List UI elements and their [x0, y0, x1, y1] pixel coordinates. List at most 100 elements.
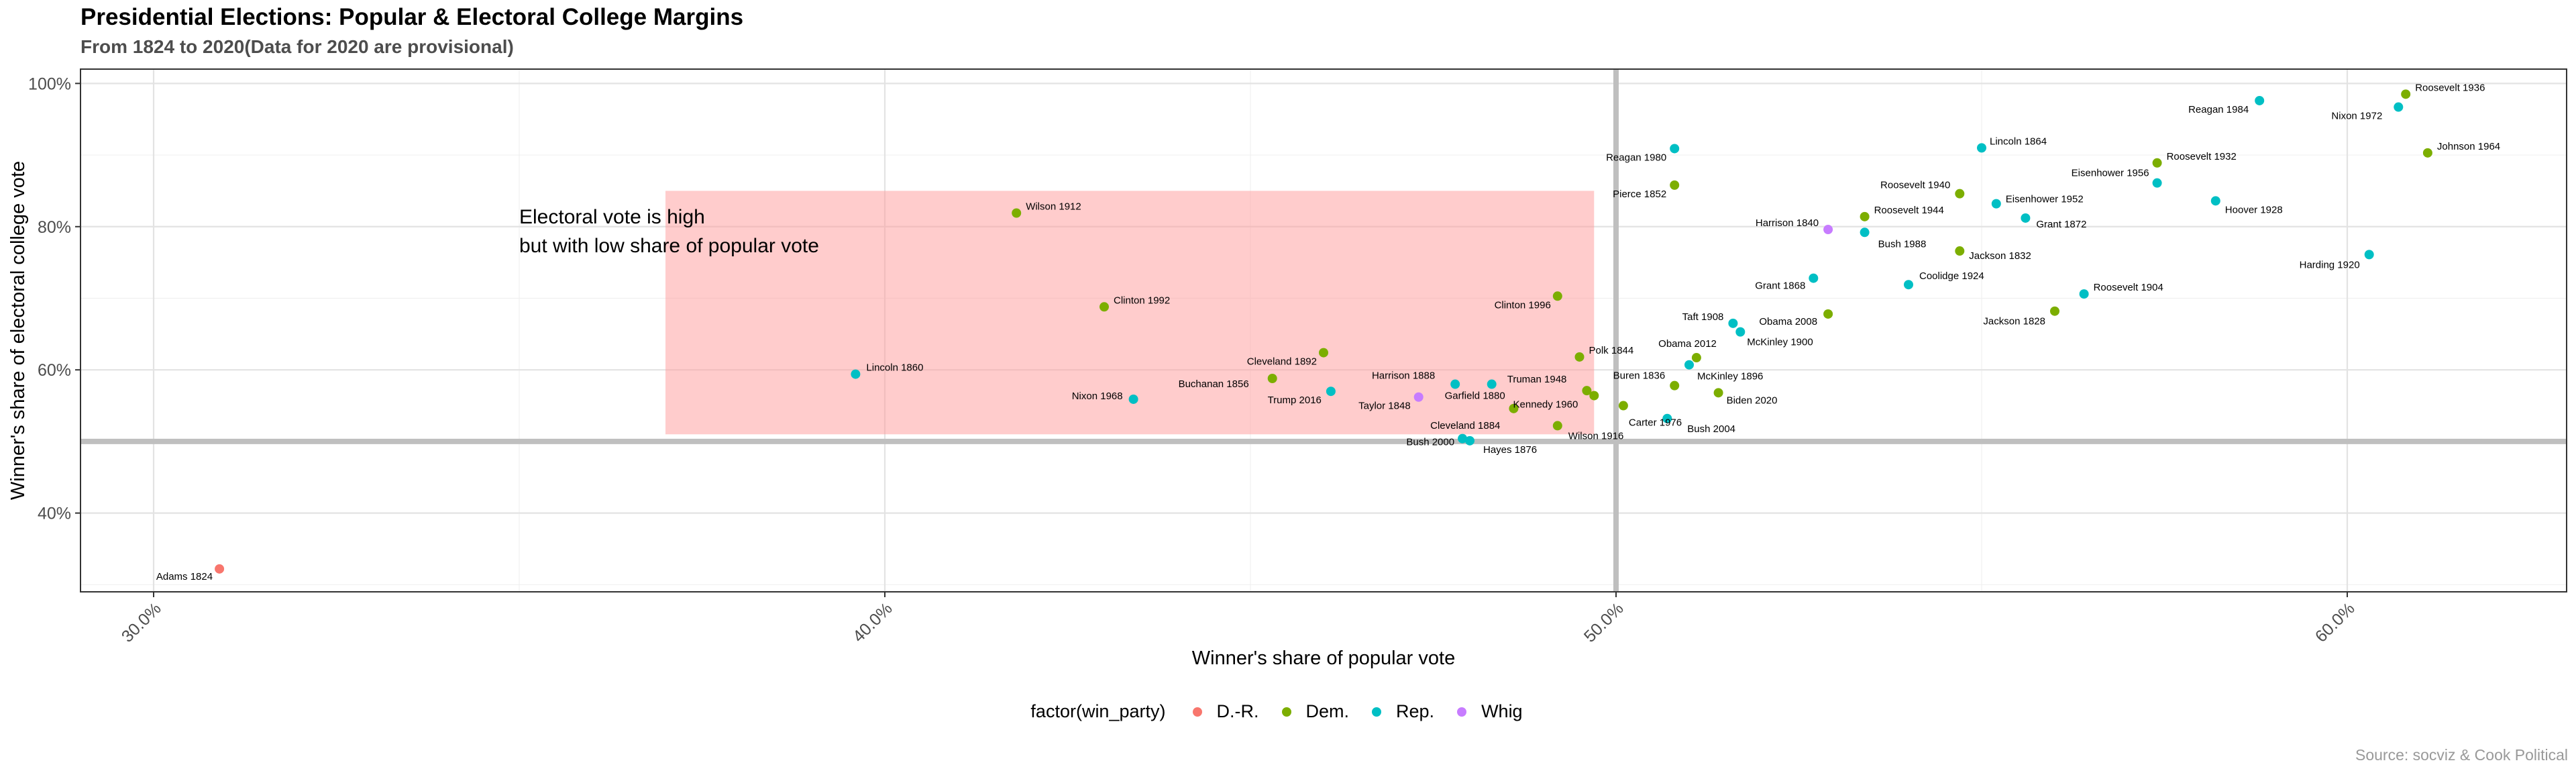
point-label-reagan-1984: Reagan 1984 [2188, 104, 2249, 115]
point-label-roosevelt-1904: Roosevelt 1904 [2094, 282, 2163, 293]
point-wilson-1916 [1552, 421, 1562, 431]
point-clinton-1996 [1552, 291, 1562, 301]
point-label-hayes-1876: Hayes 1876 [1483, 444, 1537, 456]
point-label-roosevelt-1936: Roosevelt 1936 [2415, 82, 2485, 93]
point-label-clinton-1996: Clinton 1996 [1495, 299, 1551, 311]
highlight-region [665, 191, 1595, 435]
point-nixon-1972 [2394, 102, 2404, 112]
point-label-hoover-1928: Hoover 1928 [2225, 204, 2283, 215]
point-label-nixon-1968: Nixon 1968 [1072, 391, 1123, 402]
point-label-reagan-1980: Reagan 1980 [1606, 152, 1666, 163]
y-axis-title: Winner's share of electoral college vote [7, 161, 29, 500]
point-label-nixon-1972: Nixon 1972 [2331, 111, 2382, 122]
point-label-roosevelt-1940: Roosevelt 1940 [1880, 180, 1950, 191]
point-label-grant-1868: Grant 1868 [1755, 280, 1805, 292]
point-label-coolidge-1924: Coolidge 1924 [1919, 270, 1984, 282]
point-roosevelt-1932 [2152, 158, 2162, 168]
point-label-mckinley-1896: McKinley 1896 [1697, 371, 1763, 382]
chart-title: Presidential Elections: Popular & Electo… [80, 4, 744, 30]
point-wilson-1912 [1012, 208, 1022, 218]
point-lincoln-1864 [1977, 143, 1986, 153]
legend-swatch-whig [1457, 707, 1467, 717]
point-buchanan-1856 [1267, 373, 1277, 383]
highlight-region-layer [665, 191, 1595, 435]
point-garfield-1880 [1487, 379, 1497, 389]
point-label-roosevelt-1944: Roosevelt 1944 [1874, 205, 1944, 216]
reference-lines [80, 69, 2567, 592]
y-tick-label: 80% [38, 218, 71, 237]
point-kennedy-1960 [1589, 391, 1599, 401]
point-trump-2016 [1326, 386, 1336, 397]
point-label-wilson-1916: Wilson 1916 [1568, 430, 1624, 442]
y-tick-label: 60% [38, 361, 71, 380]
point-hayes-1876 [1465, 435, 1474, 446]
legend-swatch-dem [1281, 707, 1291, 717]
point-obama-2008 [1823, 309, 1833, 319]
point-harding-1920 [2364, 250, 2374, 260]
x-tick-label: 50.0% [1580, 599, 1627, 646]
point-label-buchanan-1856: Buchanan 1856 [1179, 378, 1249, 390]
point-harrison-1840 [1823, 225, 1833, 235]
point-bush-1988 [1860, 227, 1870, 238]
legend-label-dem: Dem. [1305, 701, 1350, 721]
point-hoover-1928 [2210, 196, 2220, 206]
point-label-clinton-1992: Clinton 1992 [1114, 295, 1170, 306]
point-obama-2012 [1691, 353, 1701, 363]
point-mckinley-1896 [1684, 360, 1694, 370]
point-label-trump-2016: Trump 2016 [1268, 395, 1322, 406]
point-label-carter-1976: Carter 1976 [1629, 417, 1682, 429]
legend-item-dr: D.-R. [1192, 701, 1259, 722]
x-axis-title: Winner's share of popular vote [1192, 648, 1455, 669]
legend-item-dem: Dem. [1281, 701, 1350, 722]
point-label-cleveland-1892: Cleveland 1892 [1247, 356, 1317, 368]
x-tick-label: 40.0% [849, 599, 896, 646]
y-tick-label: 40% [38, 505, 71, 523]
legend: factor(win_party) D.-R. Dem. Rep. Whig [0, 701, 2576, 722]
point-harrison-1888 [1450, 379, 1460, 389]
annotation-layer: Electoral vote is high but with low share… [519, 206, 819, 257]
point-label-harrison-1840: Harrison 1840 [1756, 217, 1819, 229]
chart-caption: Source: socviz & Cook Political [2355, 746, 2568, 764]
point-lincoln-1860 [851, 369, 861, 379]
points-layer [215, 89, 2432, 574]
point-label-polk-1844: Polk 1844 [1589, 345, 1634, 356]
point-polk-1844 [1574, 352, 1585, 362]
point-label-mckinley-1900: McKinley 1900 [1747, 337, 1813, 348]
panel-border [80, 68, 2567, 592]
point-taylor-1848 [1413, 392, 1424, 402]
point-johnson-1964 [2422, 148, 2432, 158]
point-label-taft-1908: Taft 1908 [1682, 311, 1724, 323]
point-buren-1836 [1670, 380, 1680, 391]
legend-swatch-rep [1372, 707, 1382, 717]
point-label-wilson-1912: Wilson 1912 [1026, 201, 1081, 212]
point-grant-1872 [2021, 213, 2031, 223]
point-label-harding-1920: Harding 1920 [2300, 259, 2360, 270]
point-label-garfield-1880: Garfield 1880 [1445, 391, 1505, 402]
point-label-kennedy-1960: Kennedy 1960 [1513, 399, 1578, 411]
legend-item-whig: Whig [1457, 701, 1523, 722]
point-label-pierce-1852: Pierce 1852 [1613, 189, 1666, 200]
point-roosevelt-1944 [1860, 211, 1870, 221]
point-label-obama-2012: Obama 2012 [1658, 338, 1717, 350]
x-tick-label: 60.0% [2312, 599, 2359, 646]
legend-title: factor(win_party) [1030, 701, 1166, 721]
point-label-bush-2000: Bush 2000 [1406, 437, 1454, 448]
point-coolidge-1924 [1904, 280, 1913, 290]
legend-label-rep: Rep. [1396, 701, 1435, 721]
point-bush-2004 [1662, 413, 1672, 423]
point-mckinley-1900 [1735, 327, 1746, 337]
point-eisenhower-1956 [2152, 178, 2162, 188]
point-bush-2000 [1458, 433, 1468, 444]
point-biden-2020 [1713, 388, 1723, 398]
point-label-buren-1836: Buren 1836 [1613, 370, 1666, 382]
point-roosevelt-1904 [2079, 289, 2089, 299]
point-jackson-1832 [1955, 246, 1965, 256]
point-label-bush-2004: Bush 2004 [1687, 423, 1735, 435]
point-label-lincoln-1864: Lincoln 1864 [1990, 136, 2047, 147]
point-label-biden-2020: Biden 2020 [1727, 395, 1778, 406]
point-label-cleveland-1884: Cleveland 1884 [1430, 420, 1500, 431]
point-label-eisenhower-1952: Eisenhower 1952 [2006, 194, 2084, 205]
point-cleveland-1884 [1509, 403, 1519, 413]
point-pierce-1852 [1670, 180, 1680, 190]
